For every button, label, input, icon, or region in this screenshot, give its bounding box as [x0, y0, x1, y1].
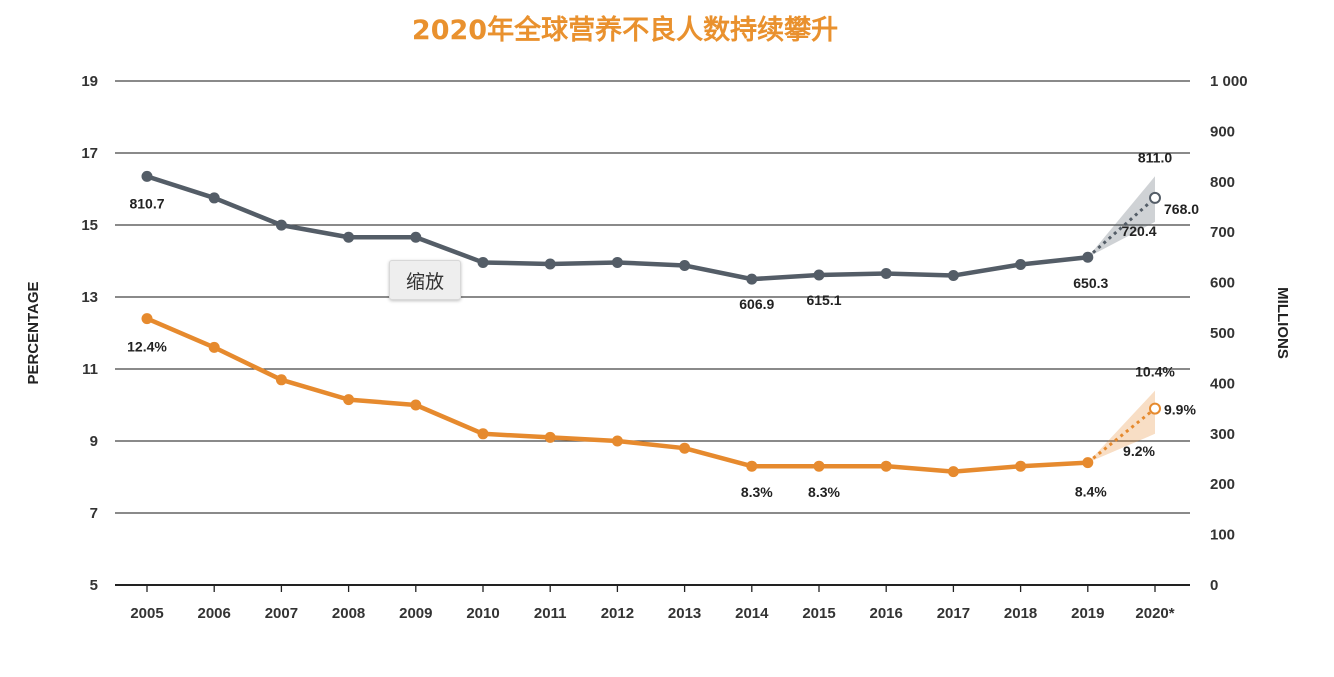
- data-label: 606.9: [739, 296, 774, 312]
- projection-point: [1149, 191, 1161, 204]
- data-point: [746, 460, 758, 472]
- right-tick-label: 1 000: [1210, 73, 1248, 90]
- projection-band: [1087, 176, 1155, 258]
- x-tick-label: 2011: [534, 605, 567, 622]
- right-tick-label: 300: [1210, 426, 1235, 443]
- projection-high-label: 811.0: [1138, 149, 1172, 165]
- data-point: [141, 313, 153, 325]
- series: 810.7 606.9 615.1 650.3 811.0 768.0 720.4 12.4%…: [127, 149, 1199, 500]
- data-point: [880, 268, 892, 280]
- data-point: [1082, 457, 1094, 469]
- x-tick-label: 2016: [870, 605, 903, 622]
- data-point: [410, 231, 422, 243]
- x-tick-label: 2009: [399, 605, 432, 622]
- right-axis-title: MILLIONS: [1274, 287, 1291, 359]
- x-tick-label: 2014: [735, 605, 769, 622]
- data-point: [141, 170, 153, 182]
- data-label: 8.3%: [741, 484, 773, 500]
- x-axis-ticks: 2005 2006 2007 2008 2009 2010 2011 2012 2013 2014…: [130, 585, 1175, 622]
- x-tick-label: 2005: [130, 605, 163, 622]
- chart-title: 2020年全球营养不良人数持续攀升: [412, 14, 838, 46]
- data-point: [544, 258, 556, 270]
- data-point: [611, 256, 623, 268]
- data-point: [679, 259, 691, 271]
- data-point: [477, 256, 489, 268]
- left-tick-label: 15: [81, 217, 98, 234]
- data-point: [1015, 460, 1027, 472]
- x-tick-label: 2008: [332, 605, 365, 622]
- data-point: [947, 270, 959, 282]
- data-point: [410, 399, 422, 411]
- data-point: [813, 269, 825, 281]
- right-tick-label: 200: [1210, 476, 1235, 493]
- data-point: [1082, 251, 1094, 263]
- right-axis-ticks: 0 100 200 300 400 500 600 700 800 900 1 000: [1210, 73, 1248, 594]
- data-point: [679, 442, 691, 454]
- data-point: [343, 231, 355, 243]
- series-left: 12.4% 8.3% 8.3% 8.4% 10.4% 9.9% 9.2%: [127, 313, 1196, 500]
- grid: [115, 80, 1190, 586]
- data-point: [275, 219, 287, 231]
- x-tick-label: 2010: [466, 605, 499, 622]
- projection-high-label: 10.4%: [1135, 364, 1175, 380]
- right-tick-label: 400: [1210, 375, 1235, 392]
- zoom-tooltip: 缩放: [389, 260, 461, 300]
- data-label: 810.7: [129, 195, 164, 211]
- data-point: [275, 374, 287, 386]
- left-tick-label: 5: [90, 577, 98, 594]
- right-tick-label: 0: [1210, 577, 1218, 594]
- data-label: 615.1: [806, 292, 841, 308]
- x-tick-label: 2019: [1071, 605, 1104, 622]
- projection-line: [1086, 407, 1156, 464]
- x-tick-label: 2007: [265, 605, 298, 622]
- left-tick-label: 9: [90, 433, 98, 450]
- series-right: 810.7 606.9 615.1 650.3 811.0 768.0 720.4: [129, 149, 1199, 312]
- data-point: [544, 431, 556, 443]
- data-point: [1015, 258, 1027, 270]
- right-tick-label: 700: [1210, 224, 1235, 241]
- projection-low-label: 720.4: [1121, 223, 1156, 239]
- x-tick-label: 2020*: [1135, 605, 1174, 622]
- data-point: [947, 466, 959, 478]
- data-point: [880, 460, 892, 472]
- left-tick-label: 7: [90, 505, 98, 522]
- right-tick-label: 900: [1210, 123, 1235, 140]
- x-tick-label: 2006: [198, 605, 231, 622]
- left-tick-label: 13: [81, 289, 98, 306]
- left-tick-label: 11: [82, 361, 98, 378]
- left-axis-ticks: 5 7 9 11 13 15 17 19: [81, 73, 98, 594]
- right-tick-label: 100: [1210, 527, 1235, 544]
- right-tick-label: 800: [1210, 174, 1235, 191]
- data-label: 12.4%: [127, 339, 167, 355]
- data-point: [208, 341, 220, 353]
- x-tick-label: 2017: [937, 605, 970, 622]
- projection-value-label: 768.0: [1164, 201, 1199, 217]
- data-point: [611, 435, 623, 447]
- projection-line: [1086, 196, 1156, 259]
- x-tick-label: 2015: [802, 605, 835, 622]
- data-point: [477, 428, 489, 440]
- projection-band: [1087, 390, 1155, 463]
- right-tick-label: 600: [1210, 275, 1235, 292]
- data-label: 8.4%: [1075, 484, 1107, 500]
- projection-value-label: 9.9%: [1164, 402, 1196, 418]
- data-point: [343, 394, 355, 406]
- left-tick-label: 19: [81, 73, 98, 90]
- data-point: [208, 192, 220, 204]
- data-point: [746, 273, 758, 285]
- left-axis-title: PERCENTAGE: [25, 281, 42, 384]
- projection-point: [1149, 402, 1161, 415]
- left-tick-label: 17: [81, 145, 98, 162]
- x-tick-label: 2013: [668, 605, 701, 622]
- x-tick-label: 2012: [601, 605, 634, 622]
- data-point: [813, 460, 825, 472]
- x-tick-label: 2018: [1004, 605, 1037, 622]
- data-label: 650.3: [1073, 275, 1108, 291]
- data-label: 8.3%: [808, 484, 840, 500]
- right-tick-label: 500: [1210, 325, 1235, 342]
- projection-low-label: 9.2%: [1123, 443, 1155, 459]
- series-line: [146, 316, 1088, 474]
